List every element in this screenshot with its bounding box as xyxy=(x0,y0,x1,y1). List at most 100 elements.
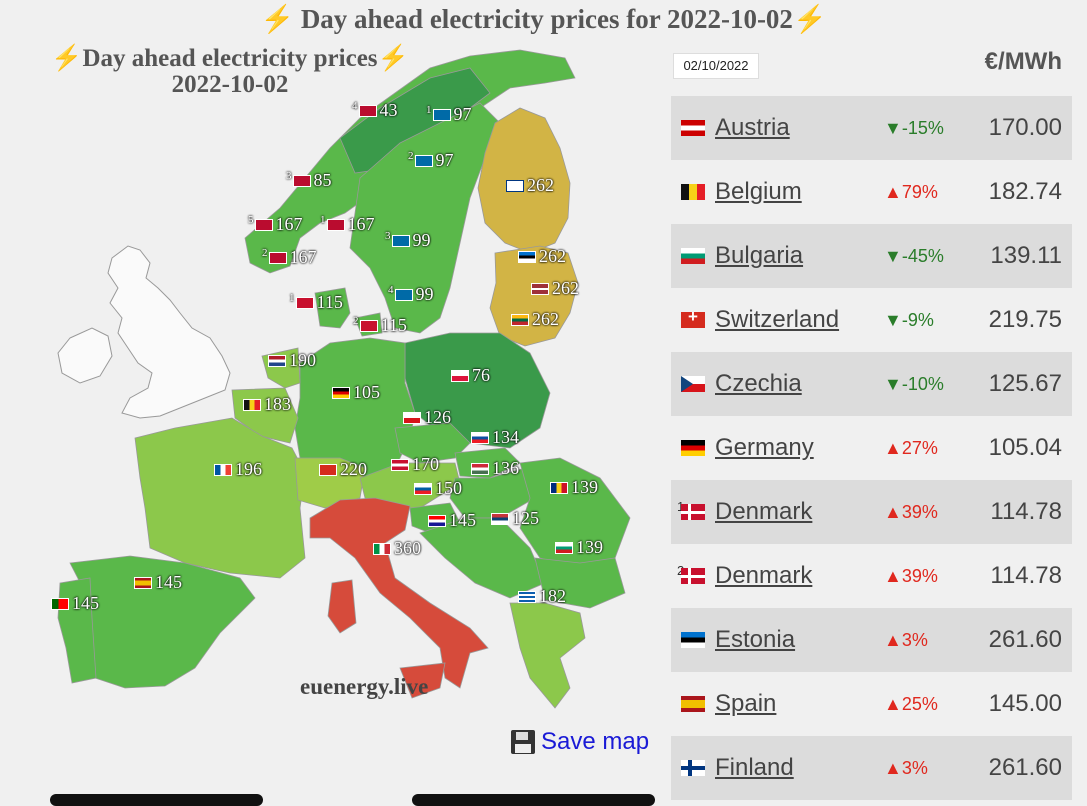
country-link[interactable]: Switzerland xyxy=(715,306,840,333)
portugal-flag-icon xyxy=(51,597,69,610)
map-label: 126 xyxy=(402,407,451,428)
belgium-flag-icon xyxy=(681,184,705,200)
map-label: 262 xyxy=(517,246,566,267)
price-value: 219.75 xyxy=(988,306,1062,333)
map-credit: euenergy.live xyxy=(300,674,429,699)
change-value: ▲39% xyxy=(884,501,938,522)
switzerland-shape xyxy=(294,457,366,509)
lithuania-flag-icon xyxy=(511,313,529,326)
country-link[interactable]: Spain xyxy=(715,690,777,717)
bottom-button-right[interactable] xyxy=(412,794,655,806)
estonia-flag-icon xyxy=(681,632,705,648)
sweden-flag-icon xyxy=(391,234,410,247)
map-label: 4 43 xyxy=(352,100,398,120)
change-value: ▼-10% xyxy=(884,373,944,394)
table-row: 1 Denmark ▲39% 114.78 xyxy=(671,480,1072,544)
page-title-text: Day ahead electricity prices for 2022-10… xyxy=(300,4,793,34)
map-title: ⚡Day ahead electricity prices⚡ 2022-10-0… xyxy=(40,46,420,98)
sweden-flag-icon xyxy=(394,288,413,301)
denmark-flag-icon xyxy=(295,296,314,309)
sweden-shape xyxy=(349,102,501,334)
country-link[interactable]: Bulgaria xyxy=(715,242,804,269)
bulgaria-flag-icon xyxy=(555,541,573,554)
price-value: 261.60 xyxy=(988,754,1062,781)
map-label: 182 xyxy=(517,586,566,607)
hungary-flag-icon xyxy=(471,462,489,475)
country-link[interactable]: Germany xyxy=(715,434,814,461)
denmark-flag-icon xyxy=(681,504,705,520)
finland-flag-icon xyxy=(506,179,524,192)
map-label: 2 97 xyxy=(408,150,454,170)
map-label: 170 xyxy=(390,454,439,475)
table-row: Belgium ▲79% 182.74 xyxy=(671,160,1072,224)
belgium-flag-icon xyxy=(243,398,261,411)
norway-shape xyxy=(244,49,576,274)
latvia-flag-icon xyxy=(531,282,549,295)
germany-flag-icon xyxy=(332,386,350,399)
map-label: 262 xyxy=(510,309,559,330)
map-label: 136 xyxy=(470,458,519,479)
map-label: 1 167 xyxy=(320,214,375,234)
italy-shape xyxy=(309,497,489,689)
norway-flag-icon xyxy=(268,251,287,264)
price-value: 114.78 xyxy=(990,562,1062,589)
norway-flag-icon xyxy=(326,218,345,231)
date-input[interactable] xyxy=(673,53,759,79)
slovakia-flag-icon xyxy=(471,431,489,444)
map-label: 3 85 xyxy=(286,170,332,190)
norway-flag-icon xyxy=(292,174,311,187)
map-label: 2 167 xyxy=(262,247,317,267)
map-label: 105 xyxy=(331,382,380,403)
table-row: Czechia ▼-10% 125.67 xyxy=(671,352,1072,416)
sicily-shape xyxy=(399,662,446,699)
map-label: 1 115 xyxy=(289,292,343,312)
country-link[interactable]: Czechia xyxy=(715,370,802,397)
save-map-button[interactable]: Save map xyxy=(511,728,649,756)
price-value: 145.00 xyxy=(988,690,1062,717)
page-title: ⚡ Day ahead electricity prices for 2022-… xyxy=(0,0,1087,38)
country-link[interactable]: Finland xyxy=(715,754,794,781)
price-value: 170.00 xyxy=(988,114,1062,141)
denmark-flag-icon xyxy=(359,319,378,332)
norway-flag-icon xyxy=(254,218,273,231)
romania-flag-icon xyxy=(550,481,568,494)
greece-flag-icon xyxy=(518,590,536,603)
price-value: 114.78 xyxy=(990,498,1062,525)
map-label: 76 xyxy=(450,365,490,386)
price-value: 261.60 xyxy=(988,626,1062,653)
france-flag-icon xyxy=(214,463,232,476)
czechia-flag-icon xyxy=(681,376,705,392)
change-value: ▼-45% xyxy=(884,245,944,266)
change-value: ▲3% xyxy=(884,757,928,778)
price-value: 182.74 xyxy=(988,178,1062,205)
country-link[interactable]: Denmark xyxy=(715,498,813,525)
country-link[interactable]: Denmark xyxy=(715,562,813,589)
table-row: 2 Denmark ▲39% 114.78 xyxy=(671,544,1072,608)
table-row: Spain ▲25% 145.00 xyxy=(671,672,1072,736)
country-link[interactable]: Estonia xyxy=(715,626,796,653)
austria-flag-icon xyxy=(391,458,409,471)
change-value: ▼-15% xyxy=(884,117,944,138)
map-label: 3 99 xyxy=(385,230,431,250)
map-label: 196 xyxy=(213,459,262,480)
sardinia-shape xyxy=(327,579,357,634)
sweden-flag-icon xyxy=(414,154,433,167)
lightning-icon: ⚡ xyxy=(260,4,295,34)
austria-flag-icon xyxy=(681,120,705,136)
country-link[interactable]: Belgium xyxy=(715,178,802,205)
spain-flag-icon xyxy=(134,576,152,589)
map-label: 150 xyxy=(413,478,462,499)
price-value: 125.67 xyxy=(988,370,1062,397)
map-title-line2: 2022-10-02 xyxy=(171,71,289,98)
table-row: Austria ▼-15% 170.00 xyxy=(671,96,1072,160)
country-link[interactable]: Austria xyxy=(715,114,790,141)
sweden-flag-icon xyxy=(432,108,451,121)
bottom-button-left[interactable] xyxy=(50,794,263,806)
change-value: ▼-9% xyxy=(884,309,934,330)
europe-price-map: ⚡Day ahead electricity prices⚡ 2022-10-0… xyxy=(0,38,665,800)
norway-flag-icon xyxy=(358,104,377,117)
map-label: 125 xyxy=(490,508,539,529)
map-title-line1: ⚡Day ahead electricity prices⚡ xyxy=(51,45,409,72)
map-label: 145 xyxy=(50,593,99,614)
switzerland-flag-icon xyxy=(681,307,705,328)
